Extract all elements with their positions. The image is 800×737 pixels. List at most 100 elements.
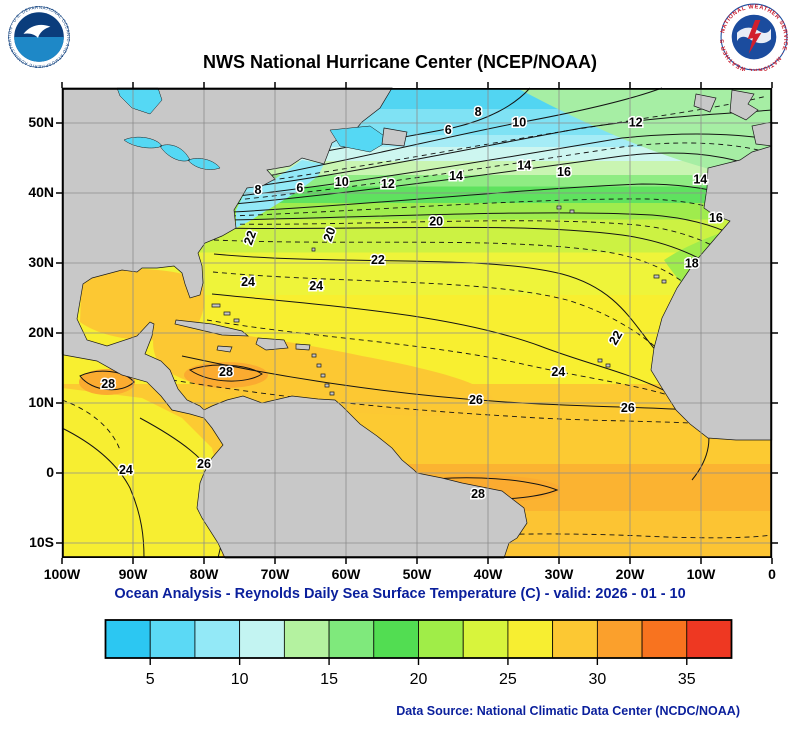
great-lakes-water (123, 136, 221, 170)
noaa-logo: NATIONAL OCEANIC AND ATMOSPHERIC ADMINIS… (8, 6, 70, 68)
isotherm-label: 26 (469, 393, 483, 407)
colorbar-cell (507, 619, 554, 659)
hispaniola-land (255, 337, 289, 351)
colorbar-cell (105, 619, 151, 659)
map-area: 6 8 10 12 8 6 10 12 14 14 16 14 16 18 20 20 22 22 24 24 22 24… (56, 82, 778, 564)
isotherm-label: 28 (101, 377, 115, 391)
lon-axis-label: 90W (118, 566, 148, 582)
nws-logo: NATIONAL WEATHER SERVICE · NATIONAL WEAT… (720, 3, 788, 71)
colorbar-cell (283, 619, 330, 659)
isotherm-label: 12 (381, 177, 395, 191)
isotherm-label: 14 (449, 169, 463, 183)
lon-axis-label: 0 (768, 566, 776, 582)
colorbar-cell (462, 619, 509, 659)
jamaica-land (216, 345, 233, 353)
isotherm-label: 10 (335, 175, 349, 189)
isotherm-label: 16 (557, 165, 571, 179)
map-frame (61, 87, 773, 559)
isotherm-label: 20 (321, 225, 339, 243)
lon-axis-label: 100W (43, 566, 81, 582)
british-isles-land (729, 89, 759, 121)
page-title: NWS National Hurricane Center (NCEP/NOAA… (202, 52, 598, 72)
isotherm-label: 10 (512, 115, 526, 129)
noaa-bird-icon (23, 24, 51, 39)
colorbar-cell (194, 619, 241, 659)
isotherm-label: 6 (296, 181, 303, 195)
colorbar-cell (596, 619, 643, 659)
lon-axis-label: 80W (189, 566, 219, 582)
isotherm-label: 14 (693, 173, 707, 187)
colorbar-cell (373, 619, 419, 659)
puerto-rico-land (295, 343, 311, 351)
isotherm-label: 24 (309, 279, 323, 293)
colorbar-cell (239, 619, 285, 659)
lon-axis-label: 70W (260, 566, 290, 582)
lat-axis-label: 30N (28, 254, 54, 270)
colorbar-cells (105, 619, 732, 659)
axis-ticks (56, 82, 778, 564)
lon-axis-label: 50W (402, 566, 432, 582)
colorbar-cell (418, 619, 464, 659)
colorbar-tick-label: 25 (499, 671, 517, 688)
noaa-logo-sea (14, 37, 64, 62)
colorbar-ticks (149, 658, 688, 665)
isotherm-label: 12 (629, 115, 643, 129)
lat-axis-label: 10N (28, 394, 54, 410)
lat-axis-label: 40N (28, 184, 54, 200)
colorbar-tick-label: 5 (146, 671, 155, 688)
colorbar-tick-label: 35 (678, 671, 696, 688)
isotherm-label: 26 (621, 401, 635, 415)
newfoundland-land (381, 127, 408, 147)
lat-axis-label: 10S (29, 534, 54, 550)
colorbar-cell (149, 619, 196, 659)
lat-axis-label: 20N (28, 324, 54, 340)
isotherm-label: 8 (254, 183, 261, 197)
nws-lightning-icon (747, 20, 762, 54)
isotherm-label: 18 (685, 257, 699, 271)
graticule-grid (61, 88, 773, 558)
colorbar-labels: 5 10 15 20 25 30 35 (146, 671, 696, 688)
gulf-st-lawrence-water (329, 125, 391, 153)
cuba-land (174, 319, 250, 337)
lat-axis-label: 50N (28, 114, 54, 130)
colorbar-cell (641, 619, 688, 659)
isotherm-label: 24 (551, 365, 565, 379)
colorbar-tick-label: 10 (231, 671, 249, 688)
isotherm-label: 24 (241, 275, 255, 289)
isotherm-label: 6 (445, 123, 452, 137)
isotherm-label: 22 (371, 253, 385, 267)
small-islands (211, 205, 667, 396)
sst-colorbar: 5 10 15 20 25 30 35 (104, 619, 733, 688)
isotherm-label: 16 (709, 211, 723, 225)
map-caption: Ocean Analysis - Reynolds Daily Sea Surf… (114, 586, 686, 602)
lon-axis-label: 40W (473, 566, 503, 582)
isotherm-label: 28 (219, 365, 233, 379)
colorbar-tick-label: 20 (410, 671, 428, 688)
lon-axis-label: 20W (615, 566, 645, 582)
isotherm-label: 20 (429, 215, 443, 229)
colorbar-cell (552, 619, 598, 659)
ireland-land (693, 93, 717, 113)
isotherm-label: 28 (471, 487, 485, 501)
colorbar-cell (328, 619, 375, 659)
lon-axis-label: 30W (544, 566, 574, 582)
lon-axis-label: 10W (686, 566, 716, 582)
colorbar-cell (686, 619, 732, 659)
isotherm-label: 24 (119, 463, 133, 477)
lon-axis-label: 60W (331, 566, 361, 582)
landmasses (61, 87, 773, 559)
data-source-credit: Data Source: National Climatic Data Cent… (396, 704, 740, 718)
inland-water (116, 87, 408, 170)
isotherm-label: 26 (197, 457, 211, 471)
isotherm-label: 8 (475, 105, 482, 119)
colorbar-tick-label: 30 (588, 671, 606, 688)
africa-iberia-land (650, 145, 773, 441)
isotherm-label: 14 (517, 159, 531, 173)
isotherm-label: 22 (241, 229, 259, 247)
colorbar-tick-label: 15 (320, 671, 338, 688)
lat-axis-label: 0 (46, 464, 54, 480)
north-south-america-land (61, 87, 528, 559)
